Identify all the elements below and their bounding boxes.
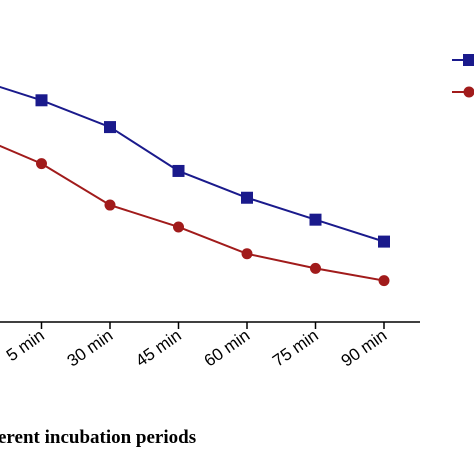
data-point [309, 213, 322, 226]
data-point [378, 235, 390, 248]
data-point [241, 191, 253, 204]
data-point [310, 262, 321, 274]
x-tick-label: 45 min [132, 326, 185, 371]
legend-entry [452, 86, 474, 98]
legend-marker [463, 54, 474, 66]
x-tick-label: 30 min [64, 326, 117, 371]
legend-marker [463, 86, 474, 98]
data-point [173, 221, 184, 233]
data-point [241, 248, 253, 260]
x-tick-label: 75 min [269, 326, 322, 371]
data-point [172, 164, 185, 177]
data-point [35, 94, 48, 107]
x-axis-title: erent incubation periods [0, 427, 196, 448]
legend [452, 54, 474, 98]
x-tick-label: 60 min [201, 326, 254, 371]
x-tick-label: 5 min [3, 326, 48, 365]
data-point [104, 199, 116, 211]
series-line [0, 144, 385, 282]
series-2 [0, 144, 390, 287]
series-layer [0, 85, 390, 287]
data-point [378, 275, 390, 287]
data-point [36, 158, 47, 170]
series-1 [0, 85, 390, 248]
data-point [104, 121, 116, 134]
x-ticks [40, 322, 385, 329]
legend-entry [452, 54, 474, 66]
x-tick-label: 90 min [338, 326, 391, 371]
x-tick-labels: 5 min 30 min 45 min 60 min 75 min 90 min [3, 326, 390, 371]
series-line [0, 85, 385, 243]
